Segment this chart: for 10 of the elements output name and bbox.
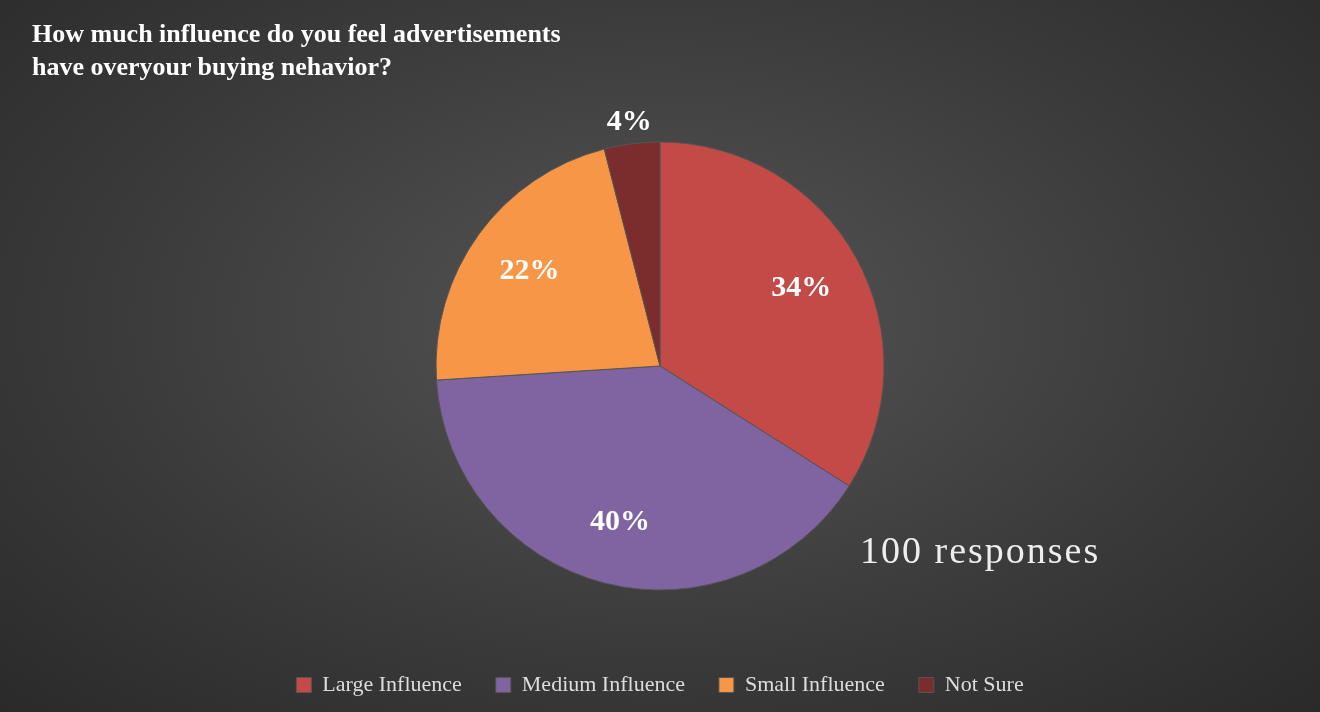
text: 100 responses bbox=[860, 528, 1101, 572]
data-label: 22% bbox=[499, 251, 560, 285]
legend-label: Not Sure bbox=[944, 670, 1024, 696]
legend-label: Large Influence bbox=[322, 670, 462, 696]
data-label: 34% bbox=[771, 269, 832, 303]
chart-title: How much influence do you feel advertisements have overyour buying nehavior? bbox=[32, 18, 561, 83]
data-label: 4% bbox=[606, 102, 652, 136]
legend-label: Small Influence bbox=[744, 670, 885, 696]
legend-label: Medium Influence bbox=[521, 670, 685, 696]
data-label: 40% bbox=[589, 502, 650, 536]
